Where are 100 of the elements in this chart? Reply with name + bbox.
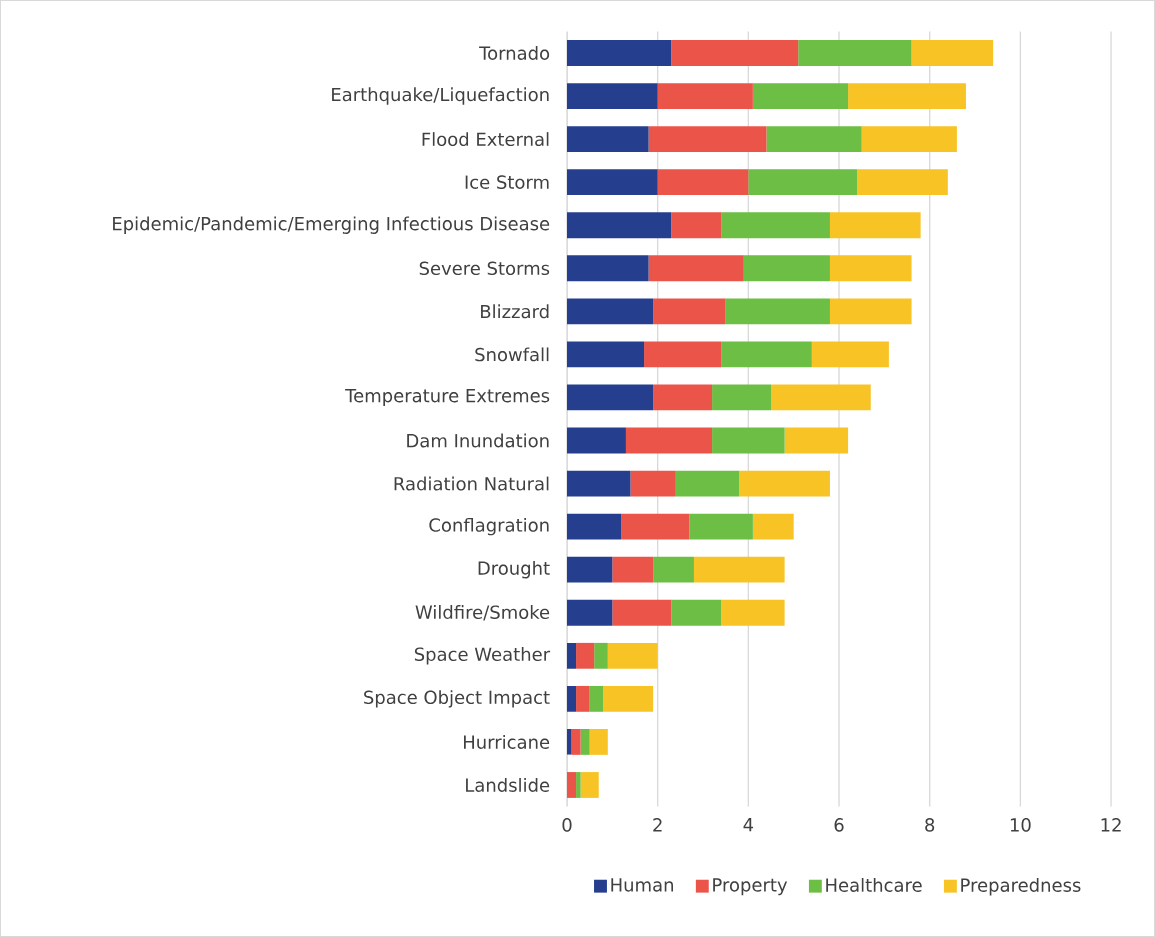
- bar: [811, 341, 889, 368]
- y-tick-label: Wildfire/Smoke: [415, 605, 550, 621]
- bar: [739, 470, 830, 497]
- bar: [653, 556, 694, 583]
- bar: [653, 298, 726, 325]
- bar: [567, 169, 658, 196]
- bar: [693, 556, 785, 583]
- bar: [603, 685, 654, 712]
- bar: [621, 513, 690, 540]
- bar: [576, 642, 595, 669]
- bar: [607, 642, 658, 669]
- bar: [567, 126, 649, 153]
- bar: [657, 83, 753, 109]
- bar: [567, 470, 631, 497]
- bar: [798, 40, 912, 66]
- x-tick-label: 4: [743, 818, 754, 832]
- bar: [671, 40, 799, 66]
- y-tick-label: Blizzard: [481, 304, 549, 319]
- bar: [829, 255, 912, 282]
- bar: [594, 642, 608, 669]
- x-tick-label: 6: [834, 818, 844, 832]
- legend-label: Healthcare: [826, 878, 922, 892]
- bar: [721, 599, 785, 626]
- bar: [671, 212, 722, 239]
- y-tick-label: Earthquake/Liquefaction: [332, 87, 549, 105]
- bar: [580, 729, 590, 755]
- x-tick-label: 10: [1010, 818, 1031, 832]
- legend-label: Preparedness: [961, 878, 1081, 896]
- bar: [567, 642, 577, 669]
- x-tick-label: 12: [1101, 818, 1121, 832]
- bar: [657, 169, 749, 196]
- bar: [567, 599, 613, 626]
- y-tick-label: Dam Inundation: [407, 433, 549, 448]
- bar: [589, 729, 608, 755]
- bar: [567, 298, 654, 325]
- bar: [576, 685, 590, 712]
- bar: [567, 384, 654, 411]
- bar: [571, 729, 581, 755]
- bar: [567, 212, 672, 239]
- y-tick-label: Temperature Extremes: [345, 389, 550, 406]
- bar: [625, 427, 713, 454]
- legend-label: Property: [713, 878, 788, 896]
- y-tick-label: Space Weather: [414, 647, 551, 665]
- bar: [576, 772, 581, 798]
- bar: [567, 729, 572, 755]
- bar: [567, 513, 622, 540]
- bar: [861, 126, 957, 153]
- bar: [725, 298, 830, 325]
- bar: [648, 255, 744, 282]
- bar: [653, 384, 713, 411]
- bar: [612, 599, 672, 626]
- bar: [675, 470, 740, 497]
- bar: [630, 470, 676, 497]
- legend-label: Human: [611, 878, 674, 892]
- bar: [712, 427, 785, 454]
- bar: [771, 384, 871, 411]
- y-tick-label: Epidemic/Pandemic/Emerging Infectious Disease: [113, 216, 550, 234]
- x-tick-label: 8: [925, 818, 935, 832]
- bar: [712, 384, 772, 411]
- bar: [644, 341, 722, 368]
- y-tick-label: Severe Storms: [419, 261, 550, 276]
- bar: [612, 556, 654, 583]
- bar: [567, 255, 649, 282]
- y-tick-label: Radiation Natural: [394, 476, 549, 491]
- bar: [857, 169, 948, 196]
- bar: [580, 772, 599, 798]
- y-tick-label: Tornado: [479, 46, 550, 60]
- y-tick-label: Conflagration: [429, 517, 549, 536]
- bar: [848, 83, 966, 109]
- bar: [648, 126, 767, 153]
- y-tick-label: Drought: [478, 560, 550, 579]
- bar: [752, 83, 849, 109]
- bar: [567, 83, 658, 109]
- bar: [748, 169, 858, 196]
- bar: [752, 513, 794, 540]
- y-tick-label: Snowfall: [475, 347, 549, 362]
- bar: [567, 685, 577, 712]
- bar: [567, 341, 645, 368]
- bar: [721, 341, 812, 368]
- bar: [567, 556, 613, 583]
- y-tick-label: Flood External: [422, 132, 549, 147]
- y-tick-label: Ice Storm: [465, 175, 549, 189]
- x-tick-label: 0: [562, 818, 572, 832]
- y-tick-label: Space Object Impact: [364, 690, 550, 708]
- bar: [567, 40, 672, 66]
- y-tick-label: Hurricane: [464, 734, 550, 749]
- bar: [766, 126, 862, 153]
- bar: [743, 255, 830, 282]
- bar: [567, 427, 626, 454]
- x-tick-label: 2: [653, 818, 662, 832]
- bar: [829, 212, 921, 239]
- bar: [721, 212, 830, 239]
- y-tick-label: Landslide: [466, 778, 550, 792]
- bar: [671, 599, 722, 626]
- bar: [911, 40, 994, 66]
- bar: [689, 513, 753, 540]
- bar: [589, 685, 604, 712]
- bar: [567, 772, 577, 798]
- bar: [784, 427, 849, 454]
- bar: [829, 298, 912, 325]
